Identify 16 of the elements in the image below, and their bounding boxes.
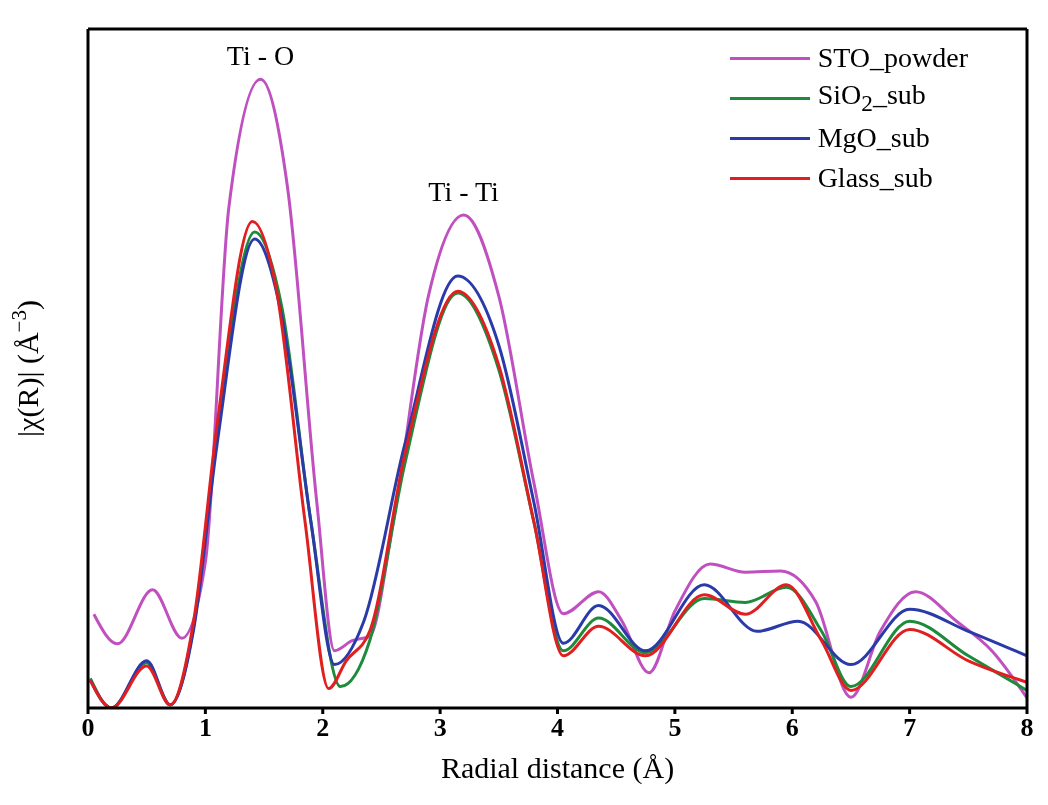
x-tick-label: 2	[316, 713, 330, 743]
annotation: Ti - Ti	[428, 176, 500, 208]
annotation: Ti - O	[226, 40, 295, 72]
legend-label: MgO_sub	[817, 122, 930, 154]
x-tick-label: 1	[198, 713, 212, 743]
legend-label: STO_powder	[817, 42, 968, 74]
legend-label: SiO$_{2}$_sub	[817, 79, 926, 117]
x-tick-label: 6	[785, 713, 799, 743]
x-tick-label: 5	[668, 713, 682, 743]
x-tick-label: 0	[81, 713, 95, 743]
x-tick-label: 7	[903, 713, 917, 743]
legend-label: Glass_sub	[817, 162, 933, 194]
x-tick-label: 4	[551, 713, 564, 743]
x-tick-label: 3	[433, 713, 447, 743]
x-axis-title: Radial distance (Å)	[440, 751, 675, 785]
x-tick-label: 8	[1020, 713, 1034, 743]
